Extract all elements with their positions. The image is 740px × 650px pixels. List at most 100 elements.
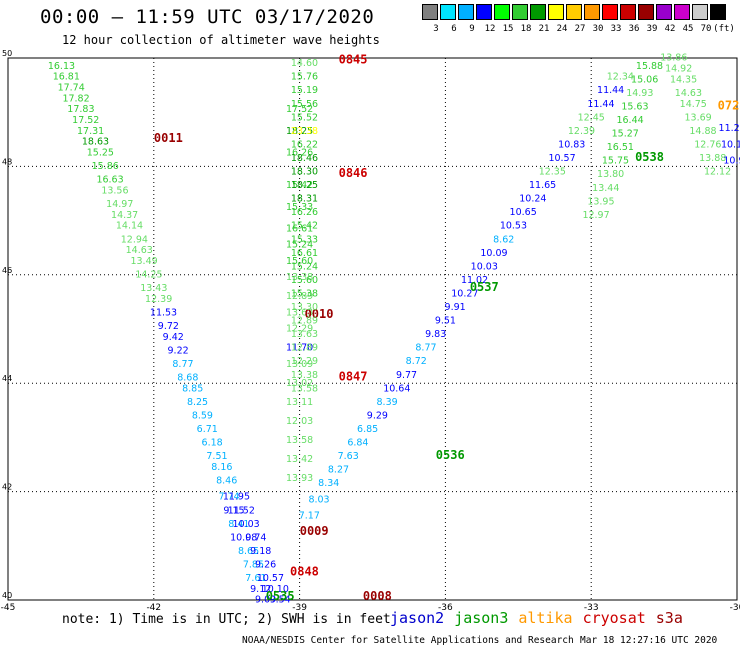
colorbar-label: 70 [700, 24, 712, 34]
wave-height-point: 13.38 [286, 272, 313, 283]
wave-height-point: 12.89 [286, 291, 313, 302]
wave-height-point: 8.34 [318, 478, 339, 489]
wave-height-point: 15.24 [291, 261, 318, 272]
wave-height-point: 12.03 [286, 416, 313, 427]
track-time-label: 0848 [290, 565, 319, 579]
colorbar-swatch [584, 4, 600, 20]
wave-height-point: 12.29 [286, 324, 313, 335]
plot-frame [7, 57, 738, 601]
wave-height-point: 10.03 [233, 519, 260, 530]
legend-jason3: jason3 [454, 609, 509, 627]
wave-height-point: 18.25 [286, 126, 313, 137]
wave-height-point: 12.12 [704, 167, 731, 178]
wave-height-point: 8.27 [328, 465, 349, 476]
wave-height-point: 13.44 [592, 183, 619, 194]
wave-height-point: 9.77 [396, 370, 417, 381]
wave-height-point: 16.61 [291, 248, 318, 259]
colorbar-swatch [422, 4, 438, 20]
wave-height-point: 8.25 [187, 397, 208, 408]
wave-height-point: 9.91 [445, 302, 466, 313]
legend-altika: altika [518, 609, 573, 627]
colorbar-label: 6 [451, 24, 457, 34]
colorbar-swatch [656, 4, 672, 20]
colorbar-swatch [440, 4, 456, 20]
wave-height-point: 13.49 [130, 256, 157, 267]
wave-height-point: 12.45 [578, 112, 605, 123]
wave-height-point: 6.71 [197, 424, 218, 435]
legend-cryosat: cryosat [582, 609, 646, 627]
wave-height-point: 17.82 [62, 93, 89, 104]
wave-height-point: 15.63 [621, 101, 648, 112]
colorbar-swatch [602, 4, 618, 20]
wave-height-point: 15.75 [602, 156, 629, 167]
wave-height-point: 16.26 [291, 207, 318, 218]
legend-s3a: s3a [655, 609, 683, 627]
wave-height-point: 17.31 [77, 126, 104, 137]
wave-height-point: 13.11 [286, 397, 313, 408]
wave-height-point: 18.63 [82, 137, 109, 148]
credit-text: NOAA/NESDIS Center for Satellite Applica… [242, 635, 574, 646]
colorbar-swatch [548, 4, 564, 20]
y-tick-label: 48 [2, 157, 12, 166]
wave-height-point: 13.38 [291, 370, 318, 381]
track-time-label: 0010 [305, 307, 334, 321]
wave-height-point: 8.59 [192, 410, 213, 421]
wave-height-point: 16.63 [96, 175, 123, 186]
colorbar-label: 30 [592, 24, 604, 34]
colorbar-swatch [620, 4, 636, 20]
wave-height-point: 17.52 [286, 104, 313, 115]
wave-height-point: 14.97 [106, 199, 133, 210]
wave-height-point: 11.27 [719, 123, 740, 134]
colorbar-swatch [476, 4, 492, 20]
wave-height-point: 12.97 [582, 210, 609, 221]
wave-height-point: 14.14 [116, 221, 143, 232]
wave-height-point: 13.09 [286, 359, 313, 370]
wave-height-point: 7.51 [206, 451, 227, 462]
wave-height-point: 13.58 [291, 383, 318, 394]
track-time-label: 0537 [470, 280, 499, 294]
wave-height-point: 10.27 [451, 288, 478, 299]
wave-height-point: 9.51 [435, 316, 456, 327]
wave-height-point: 15.06 [631, 74, 658, 85]
wave-height-point: 13.63 [291, 329, 318, 340]
wave-height-point: 15.33 [286, 202, 313, 213]
wave-height-point: 13.93 [286, 473, 313, 484]
colorbar-label: 18 [520, 24, 532, 34]
wave-height-point: 15.60 [291, 275, 318, 286]
colorbar-swatch [530, 4, 546, 20]
track-time-label: 0535 [266, 589, 295, 603]
track-time-label: 0846 [339, 166, 368, 180]
colorbar-label: 36 [628, 24, 640, 34]
wave-height-point: 14.75 [680, 99, 707, 110]
x-tick-label: -36 [438, 603, 453, 613]
wave-height-point: 8.65 [238, 546, 259, 557]
colorbar-swatch [512, 4, 528, 20]
wave-height-point: 17.74 [58, 83, 85, 94]
wave-height-point: 12.34 [607, 72, 634, 83]
wave-height-point: 13.88 [699, 153, 726, 164]
wave-height-point: 10.57 [257, 573, 284, 584]
colorbar-label: 15 [502, 24, 514, 34]
wave-height-point: 10.08 [230, 532, 257, 543]
wave-height-point: 15.76 [291, 72, 318, 83]
y-tick-label: 40 [2, 591, 12, 600]
wave-height-point: 8.41 [228, 519, 249, 530]
track-time-label: 0008 [363, 589, 392, 603]
wave-height-point: 23.38 [291, 126, 318, 137]
wave-height-point: 16.44 [616, 115, 643, 126]
track-time-label: 0845 [339, 52, 368, 66]
colorbar-label: 12 [484, 24, 496, 34]
y-tick-label: 44 [2, 374, 12, 383]
track-time-label: 0011 [154, 131, 183, 145]
x-tick-label: -39 [292, 603, 307, 613]
colorbar-swatch [494, 4, 510, 20]
wave-height-point: 14.88 [689, 126, 716, 137]
x-tick-label: -33 [584, 603, 599, 613]
wave-height-point: 7.74 [219, 492, 240, 503]
wave-height-point: 15.42 [286, 180, 313, 191]
wave-height-point: 10.90 [723, 156, 740, 167]
wave-height-point: 13.56 [101, 186, 128, 197]
wave-height-point: 7.61 [245, 573, 266, 584]
colorbar-label: 24 [556, 24, 568, 34]
